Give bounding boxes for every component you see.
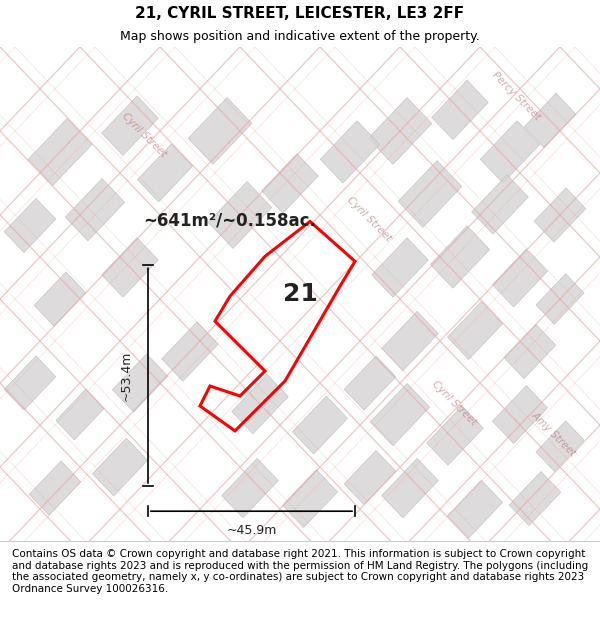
Text: 21, CYRIL STREET, LEICESTER, LE3 2FF: 21, CYRIL STREET, LEICESTER, LE3 2FF <box>136 6 464 21</box>
Bar <box>504 324 556 379</box>
Bar <box>398 161 462 228</box>
Bar <box>448 480 503 538</box>
Bar <box>208 181 272 248</box>
Bar <box>368 98 432 164</box>
Text: Map shows position and indicative extent of the property.: Map shows position and indicative extent… <box>120 30 480 43</box>
Bar <box>472 175 528 234</box>
Bar <box>370 383 430 446</box>
Text: Contains OS data © Crown copyright and database right 2021. This information is : Contains OS data © Crown copyright and d… <box>12 549 588 594</box>
Bar <box>493 249 548 307</box>
Bar <box>430 226 490 288</box>
Bar <box>29 461 81 515</box>
Bar <box>432 80 488 139</box>
Text: Cyril Street: Cyril Street <box>430 379 478 427</box>
Text: Amy Street: Amy Street <box>530 410 578 459</box>
Text: ~45.9m: ~45.9m <box>226 524 277 537</box>
Bar <box>112 354 167 412</box>
Bar <box>222 458 278 518</box>
Bar <box>382 458 438 518</box>
Bar <box>536 274 584 324</box>
Text: ~53.4m: ~53.4m <box>119 351 133 401</box>
Bar <box>448 301 503 359</box>
Text: Cyril Street: Cyril Street <box>120 111 169 159</box>
Bar <box>427 406 483 465</box>
Bar <box>65 179 125 241</box>
Bar <box>262 154 318 213</box>
Bar <box>493 386 548 444</box>
Bar <box>4 198 56 252</box>
Text: 21: 21 <box>283 282 317 306</box>
Bar <box>344 356 396 410</box>
Text: ~641m²/~0.158ac.: ~641m²/~0.158ac. <box>143 211 316 229</box>
Bar <box>232 374 288 434</box>
Bar <box>102 96 158 156</box>
Bar <box>292 396 347 454</box>
Bar <box>372 238 428 298</box>
Bar <box>524 93 576 148</box>
Bar <box>162 322 218 381</box>
Text: Cyril Street: Cyril Street <box>345 195 394 243</box>
Bar <box>188 98 252 164</box>
Bar <box>102 238 158 298</box>
Bar <box>509 471 561 526</box>
Bar <box>534 188 586 242</box>
Bar <box>56 389 104 440</box>
Bar <box>382 311 438 371</box>
Bar <box>481 121 539 183</box>
Bar <box>283 469 338 528</box>
Bar <box>536 421 584 471</box>
Bar <box>92 438 148 496</box>
Bar <box>344 451 396 505</box>
Bar <box>34 272 86 326</box>
Text: Percy Street: Percy Street <box>490 70 542 122</box>
Bar <box>4 356 56 410</box>
Bar <box>320 121 380 183</box>
Bar <box>28 119 92 186</box>
Bar <box>137 144 193 202</box>
